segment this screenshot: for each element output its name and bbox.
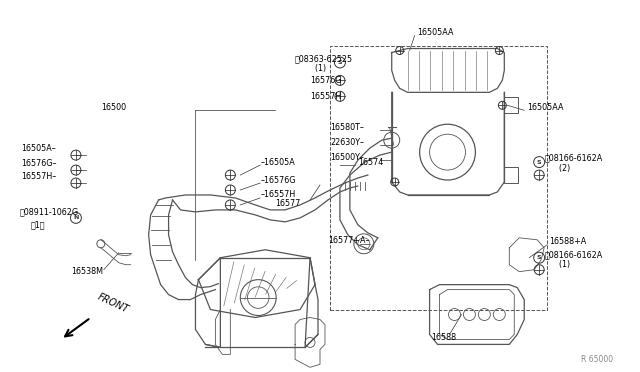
Text: S: S <box>537 255 541 260</box>
Text: Ⓝ08166-6162A: Ⓝ08166-6162A <box>544 250 602 259</box>
Text: FRONT: FRONT <box>96 291 130 314</box>
Text: –16576G: –16576G <box>260 176 296 185</box>
Text: 16557H–: 16557H– <box>21 171 56 180</box>
Text: 16538M: 16538M <box>71 267 103 276</box>
Text: 16576G–: 16576G– <box>21 158 56 167</box>
Text: Ⓝ08166-6162A: Ⓝ08166-6162A <box>544 154 602 163</box>
Text: S: S <box>338 60 342 65</box>
Text: 16505AA: 16505AA <box>527 103 564 112</box>
Text: 16588+A: 16588+A <box>549 237 586 246</box>
Text: 22630Y–: 22630Y– <box>330 138 364 147</box>
Text: N: N <box>73 215 79 220</box>
Text: (2): (2) <box>554 164 570 173</box>
Text: 16500: 16500 <box>101 103 126 112</box>
Text: 16588: 16588 <box>431 333 457 342</box>
Text: 16576G: 16576G <box>310 76 342 85</box>
Text: R 65000: R 65000 <box>581 355 613 364</box>
Text: 16505A–: 16505A– <box>21 144 56 153</box>
Text: 16505AA: 16505AA <box>418 28 454 37</box>
Text: Ⓝ08363-62525: Ⓝ08363-62525 <box>295 54 353 63</box>
Text: (1): (1) <box>554 260 570 269</box>
Text: –16557H: –16557H <box>260 190 296 199</box>
Text: (1): (1) <box>310 64 326 73</box>
Text: ⓝ08911-1062G: ⓝ08911-1062G <box>19 208 78 217</box>
Bar <box>330 45 547 310</box>
Text: 16500Y–: 16500Y– <box>330 153 364 161</box>
Text: 16574: 16574 <box>358 158 383 167</box>
Text: S: S <box>537 160 541 164</box>
Text: 16577+A–: 16577+A– <box>328 236 369 245</box>
Text: 、1）: 、1） <box>31 220 45 230</box>
Text: 16557H: 16557H <box>310 92 341 101</box>
Text: 16580T–: 16580T– <box>330 123 364 132</box>
Text: –16505A: –16505A <box>260 158 295 167</box>
Text: 16577: 16577 <box>275 199 301 208</box>
